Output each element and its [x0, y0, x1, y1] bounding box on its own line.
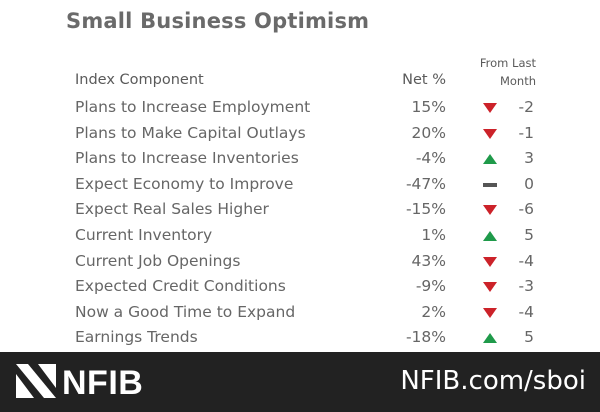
- component-label: Expect Real Sales Higher: [75, 200, 269, 219]
- down-triangle-icon: [483, 256, 497, 267]
- net-percent-value: -15%: [405, 200, 446, 219]
- table-row: Current Job Openings 43% -4: [0, 249, 600, 275]
- down-triangle-icon: [483, 103, 497, 113]
- net-percent-value: 2%: [421, 302, 446, 321]
- down-triangle-icon: [483, 128, 497, 139]
- component-label: Current Job Openings: [75, 251, 241, 270]
- monthly-change-value: 0: [524, 174, 534, 193]
- component-label: Earnings Trends: [75, 328, 198, 347]
- monthly-change-value: 3: [524, 149, 534, 168]
- table-row: Plans to Make Capital Outlays 20% -1: [0, 121, 600, 147]
- monthly-change-value: -3: [518, 277, 534, 296]
- component-table: Plans to Increase Employment 15% -2 Plans t…: [0, 95, 600, 351]
- table-row: Plans to Increase Inventories -4% 3: [0, 146, 600, 172]
- sboi-link[interactable]: NFIB.com/sboi: [400, 366, 586, 396]
- component-label: Current Inventory: [75, 225, 213, 244]
- down-triangle-icon: [483, 282, 497, 293]
- component-label: Plans to Increase Inventories: [75, 149, 299, 168]
- net-percent-value: 43%: [411, 251, 446, 270]
- net-percent-value: -4%: [415, 149, 446, 168]
- from-last-header-line1: From Last: [479, 56, 536, 70]
- component-label: Expected Credit Conditions: [75, 277, 286, 296]
- page-title: Small Business Optimism: [66, 9, 370, 33]
- monthly-change-value: -4: [518, 251, 534, 270]
- net-percent-value: -18%: [405, 328, 446, 347]
- from-last-month-header: From Last Month: [452, 54, 536, 90]
- monthly-change-value: -6: [518, 200, 534, 219]
- down-triangle-icon: [483, 205, 497, 216]
- monthly-change-value: -4: [518, 302, 534, 321]
- net-percent-value: 15%: [411, 98, 446, 116]
- table-row: Current Inventory 1% 5: [0, 223, 600, 249]
- index-component-header: Index Component: [75, 72, 204, 88]
- up-triangle-icon: [483, 154, 497, 165]
- component-label: Plans to Increase Employment: [75, 98, 311, 116]
- component-label: Now a Good Time to Expand: [75, 302, 296, 321]
- table-row: Earnings Trends -18% 5: [0, 325, 600, 351]
- table-row: Expect Economy to Improve -47% 0: [0, 172, 600, 198]
- net-percent-value: 1%: [421, 225, 446, 244]
- net-percent-value: -9%: [415, 277, 446, 296]
- net-percent-value: -47%: [405, 174, 446, 193]
- monthly-change-value: 5: [524, 225, 534, 244]
- from-last-header-line2: Month: [499, 74, 536, 88]
- footer-bar: NFIB NFIB.com/sboi: [0, 352, 600, 412]
- table-row: Expected Credit Conditions -9% -3: [0, 274, 600, 300]
- nfib-logo-icon: [16, 364, 56, 398]
- component-label: Expect Economy to Improve: [75, 174, 294, 193]
- brand-wordmark: NFIB: [62, 364, 144, 402]
- down-triangle-icon: [483, 307, 497, 318]
- component-label: Plans to Make Capital Outlays: [75, 123, 306, 142]
- monthly-change-value: 5: [524, 328, 534, 347]
- table-row: Plans to Increase Employment 15% -2: [0, 95, 600, 121]
- up-triangle-icon: [483, 333, 497, 344]
- monthly-change-value: -1: [518, 123, 534, 142]
- up-triangle-icon: [483, 230, 497, 241]
- table-row: Now a Good Time to Expand 2% -4: [0, 300, 600, 326]
- optimism-card: Small Business Optimism From Last Month …: [0, 9, 600, 351]
- table-row: Expect Real Sales Higher -15% -6: [0, 197, 600, 223]
- monthly-change-value: -2: [518, 98, 534, 116]
- no-change-dash-icon: [483, 182, 497, 187]
- net-percent-value: 20%: [411, 123, 446, 142]
- net-percent-header: Net %: [402, 72, 446, 88]
